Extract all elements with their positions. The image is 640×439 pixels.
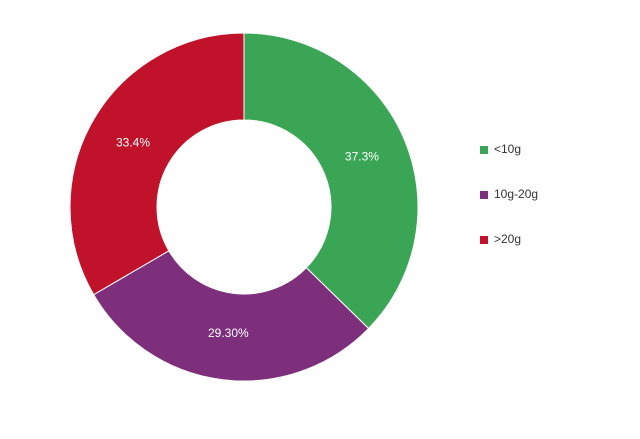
legend-label: <10g xyxy=(494,142,521,156)
donut-slice xyxy=(69,32,245,296)
legend-label: >20g xyxy=(494,232,521,246)
legend-swatch xyxy=(480,146,488,154)
legend-swatch xyxy=(480,191,488,199)
donut-slice xyxy=(92,250,370,382)
data-label: 29.30% xyxy=(208,326,249,340)
data-label: 37.3% xyxy=(345,149,379,163)
data-label: 33.4% xyxy=(116,135,150,149)
donut-slice xyxy=(243,32,419,330)
legend-label: 10g-20g xyxy=(494,187,538,201)
legend-swatch xyxy=(480,236,488,244)
